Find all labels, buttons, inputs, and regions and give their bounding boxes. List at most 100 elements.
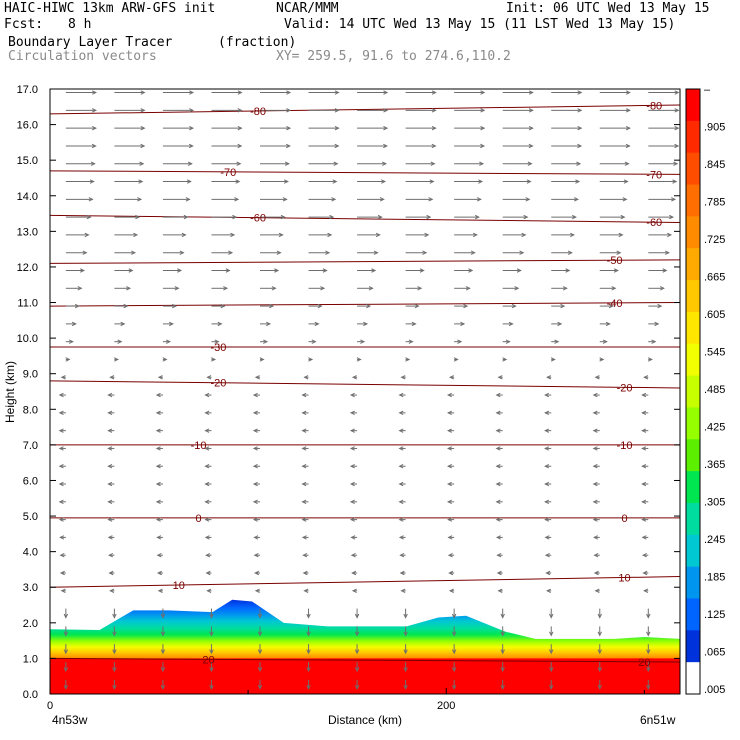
wind-vector-head: [476, 197, 482, 202]
wind-vector-head: [91, 143, 97, 149]
valid-time: Valid: 14 UTC Wed 13 May 15 (11 LST Wed …: [284, 17, 676, 32]
wind-vector-head: [349, 410, 355, 416]
wind-vector-head: [58, 464, 64, 469]
wind-vector-head: [303, 375, 309, 380]
wind-vector-head: [480, 90, 486, 95]
wind-vector-head: [398, 517, 404, 522]
wind-vector-head: [662, 268, 668, 273]
wind-vector-head: [283, 179, 289, 184]
colorbar-label: .245: [704, 534, 725, 546]
wind-vector-head: [613, 268, 619, 273]
wind-vector-head: [286, 108, 292, 113]
colorbar-label: .905: [704, 122, 725, 134]
wind-vector-head: [431, 125, 437, 131]
wind-vector-head: [592, 481, 598, 487]
wind-vector-head: [657, 303, 663, 309]
wind-vector-head: [356, 357, 362, 362]
colorbar-label: .005: [704, 684, 725, 696]
wind-vector-head: [349, 392, 355, 398]
init-time: Init: 06 UTC Wed 13 May 15: [506, 1, 710, 16]
wind-vector-head: [58, 428, 64, 433]
wind-vector-head: [398, 499, 404, 505]
wind-vector-head: [562, 286, 568, 291]
wind-vector-head: [179, 250, 185, 255]
wind-vector-head: [253, 553, 259, 558]
wind-vector-head: [235, 179, 241, 184]
wind-vector-head: [448, 570, 454, 576]
wind-vector-head: [646, 649, 651, 655]
wind-vector-head: [502, 357, 508, 362]
wind-vector-head: [234, 197, 240, 202]
wind-vector-head: [577, 125, 583, 131]
wind-vector-head: [549, 613, 554, 619]
wind-vector-head: [641, 410, 647, 416]
wind-vector-head: [209, 613, 214, 619]
wind-vector-head: [620, 214, 626, 220]
wind-vector-head: [428, 197, 434, 202]
fcst-label: Fcst:: [4, 17, 44, 32]
y-tick-label: 15.0: [17, 155, 38, 167]
wind-vector-head: [592, 410, 598, 416]
wind-vector-head: [447, 517, 453, 522]
wind-vector-head: [659, 286, 665, 291]
x-axis-label: Distance (km): [328, 713, 402, 727]
wind-vector-head: [544, 553, 550, 558]
wind-vector-head: [252, 481, 258, 487]
colorbar-swatch: [686, 311, 700, 345]
wind-vector-head: [280, 214, 286, 220]
wind-vector-head: [252, 499, 258, 505]
wind-vector-head: [155, 464, 161, 469]
wind-vector-head: [403, 631, 408, 637]
colorbar-swatch: [686, 662, 700, 695]
wind-vector-head: [82, 250, 88, 255]
isotherm-label: -50: [607, 255, 623, 267]
wind-vector-head: [351, 375, 357, 380]
wind-vector-head: [107, 535, 113, 540]
wind-vector-head: [651, 339, 657, 344]
wind-vector-head: [155, 446, 161, 451]
wind-vector-head: [166, 339, 171, 344]
wind-vector-head: [400, 588, 406, 593]
wind-vector-head: [451, 667, 457, 673]
wind-vector-head: [500, 613, 505, 619]
wind-vector-head: [399, 570, 405, 576]
wind-vector-head: [673, 161, 679, 166]
wind-vector-head: [451, 631, 457, 637]
field-title: Boundary Layer Tracer: [8, 35, 173, 50]
wind-vector-head: [544, 517, 550, 522]
wind-vector-head: [156, 535, 162, 540]
y-tick-label: 3.0: [23, 582, 38, 594]
colorbar-label: .785: [704, 197, 725, 209]
plot-frame: [49, 88, 681, 695]
wind-vector-head: [276, 250, 282, 255]
wind-vector-head: [92, 108, 97, 113]
wind-vector-head: [472, 232, 478, 238]
wind-vector-head: [549, 649, 554, 655]
wind-vector-head: [63, 684, 69, 690]
y-tick-label: 16.0: [17, 120, 38, 132]
colorbar-label: .605: [704, 309, 725, 321]
wind-vector-head: [286, 90, 292, 95]
wind-vector-head: [447, 553, 453, 558]
wind-vector-head: [594, 375, 600, 380]
xy-range: XY= 259.5, 91.6 to 274.6,110.2: [276, 49, 511, 64]
wind-vector-head: [80, 268, 85, 273]
isotherm-label: -10: [191, 440, 207, 452]
wind-vector-head: [188, 143, 194, 149]
wind-vector-head: [647, 357, 653, 362]
colorbar-label: .725: [704, 234, 725, 246]
wind-vector-head: [447, 392, 452, 398]
wind-vector-head: [565, 268, 571, 273]
wind-vector-head: [63, 667, 69, 673]
wind-vector-head: [577, 108, 583, 113]
wind-vector-head: [674, 108, 680, 113]
wind-vector-head: [368, 286, 374, 291]
wind-vector-head: [463, 303, 469, 309]
wind-vector-head: [470, 250, 476, 255]
wind-vector-head: [625, 90, 631, 95]
wind-vector-head: [528, 143, 534, 149]
colorbar-label: .425: [704, 422, 725, 434]
colorbar-swatch: [686, 471, 700, 504]
isotherm-2: [50, 214, 680, 223]
